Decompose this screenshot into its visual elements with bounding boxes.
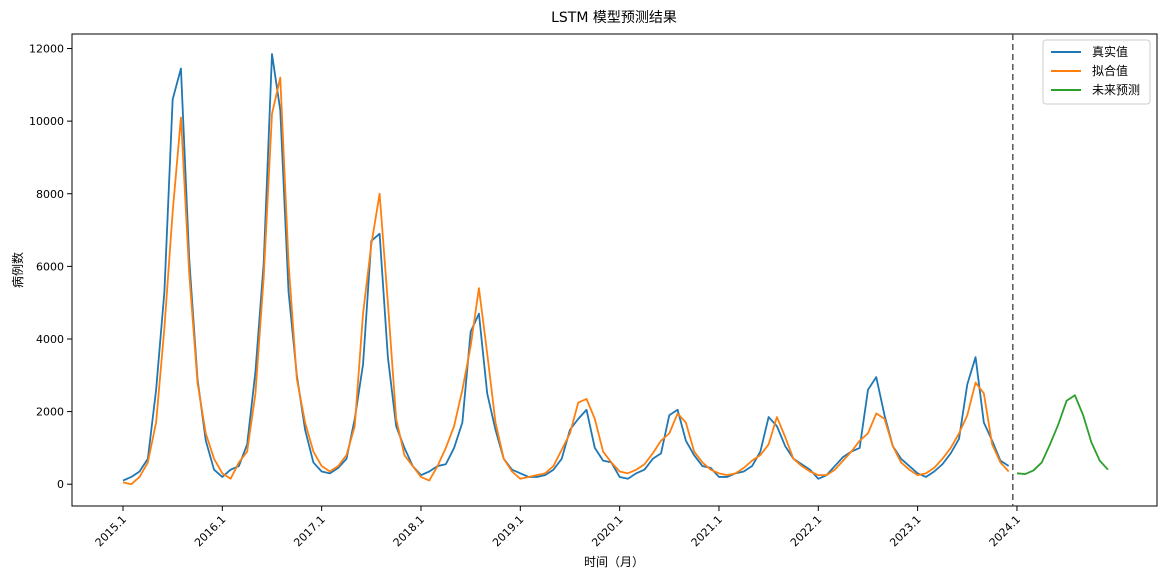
y-axis: 0 2000 4000 6000 8000 10000 12000 (29, 43, 72, 491)
x-tick-label: 2017.1 (291, 513, 327, 549)
series-layer (122, 53, 1109, 486)
x-tick-label: 2021.1 (689, 513, 725, 549)
series-forecast-line (1016, 394, 1109, 475)
x-axis-label: 时间（月） (584, 555, 644, 569)
legend-label-fit: 拟合值 (1092, 63, 1128, 78)
y-tick-label: 8000 (36, 188, 64, 201)
plot-area (71, 33, 1158, 507)
y-tick-label: 10000 (29, 115, 64, 128)
x-tick-label: 2022.1 (788, 513, 824, 549)
y-tick-label: 0 (57, 478, 64, 491)
y-tick-label: 12000 (29, 43, 64, 56)
legend-box (1042, 39, 1151, 105)
y-axis-label: 病例数 (10, 252, 25, 288)
x-tick-label: 2024.1 (987, 513, 1023, 549)
x-tick-label: 2019.1 (490, 513, 526, 549)
series-true-line (122, 53, 1010, 482)
x-tick-label: 2015.1 (93, 513, 129, 549)
x-tick-label: 2016.1 (192, 513, 228, 549)
y-tick-label: 4000 (36, 333, 64, 346)
legend-label-forecast: 未来预测 (1092, 83, 1140, 97)
x-tick-label: 2018.1 (391, 513, 427, 549)
series-fit-line (122, 76, 1010, 486)
legend-label-true: 真实值 (1092, 44, 1128, 59)
x-tick-label: 2020.1 (589, 513, 625, 549)
x-axis: 2015.1 2016.1 2017.1 2018.1 2019.1 2020.1 2021… (93, 506, 1023, 549)
x-tick-label: 2023.1 (887, 513, 923, 549)
chart-title: LSTM 模型预测结果 (551, 10, 677, 26)
y-tick-label: 6000 (36, 260, 64, 273)
legend: 真实值 拟合值 未来预测 (1042, 39, 1151, 105)
y-tick-label: 2000 (36, 406, 64, 419)
